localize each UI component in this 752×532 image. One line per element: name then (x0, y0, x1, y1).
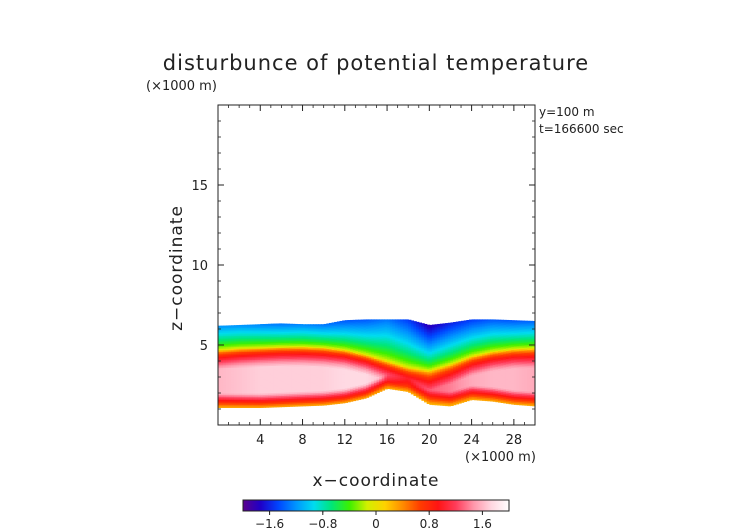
x-tick-label: 24 (463, 433, 480, 448)
y-axis: 5 10 15 (191, 120, 535, 410)
y-tick-label: 5 (200, 339, 208, 354)
x-tick-label: 8 (298, 433, 306, 448)
x-axis-label: x−coordinate (313, 471, 440, 491)
x-tick-label: 12 (337, 433, 354, 448)
colorbar-tick-label: 0.8 (420, 517, 439, 531)
colorbar-ticks: −1.6 −0.8 0 0.8 1.6 (255, 511, 492, 531)
chart-title: disturbunce of potential temperature (163, 51, 589, 75)
colorbar-tick-label: 0 (372, 517, 380, 531)
x-tick-label: 20 (421, 433, 438, 448)
annotation-y: y=100 m (539, 105, 595, 119)
y-tick-label: 10 (191, 259, 208, 274)
x-tick-label: 4 (256, 433, 264, 448)
x-unit-label: (×1000 m) (465, 450, 536, 465)
x-tick-label: 28 (506, 433, 523, 448)
y-tick-label: 15 (191, 179, 208, 194)
colorbar-tick-label: −0.8 (308, 517, 337, 531)
x-axis: 4 8 12 16 20 24 28 (228, 105, 525, 448)
x-tick-label: 16 (379, 433, 396, 448)
annotation-t: t=166600 sec (539, 122, 624, 136)
y-axis-label: z−coordinate (167, 205, 187, 331)
colorbar (242, 499, 510, 512)
heatmap-field (218, 319, 535, 408)
y-unit-label: (×1000 m) (146, 79, 217, 94)
colorbar-tick-label: 1.6 (473, 517, 492, 531)
colorbar-tick-label: −1.6 (255, 517, 284, 531)
